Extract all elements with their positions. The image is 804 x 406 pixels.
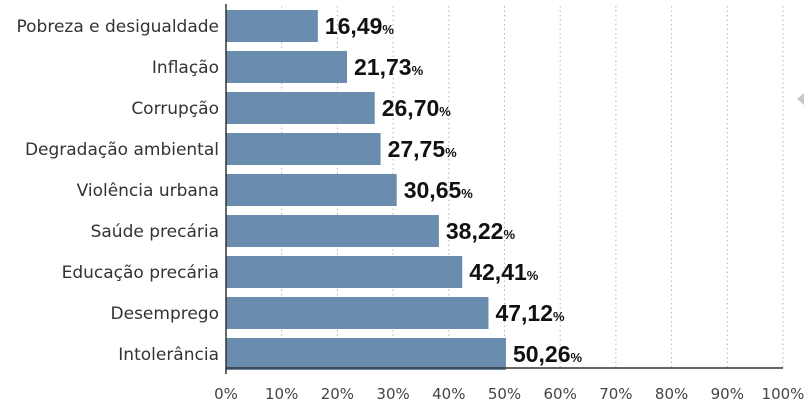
category-label: Pobreza e desigualdade [16,17,219,37]
x-tick-label: 50% [488,385,521,403]
category-label: Inflação [152,58,219,78]
value-label: 21,73% [354,54,424,80]
category-label: Intolerância [118,345,219,365]
value-label: 27,75% [388,136,458,162]
bar [226,215,439,247]
scroll-arrow-icon[interactable] [797,92,804,106]
bar [226,51,348,83]
x-tick-label: 100% [762,385,804,403]
x-tick-label: 80% [655,385,688,403]
bars [226,10,506,370]
x-tick-label: 60% [544,385,577,403]
x-tick-label: 0% [214,385,238,403]
bar [226,256,463,288]
x-tick-label: 90% [711,385,744,403]
x-tick-label: 30% [376,385,409,403]
value-label: 50,26% [513,341,583,367]
x-tick-label: 20% [321,385,354,403]
category-label: Saúde precária [91,222,219,242]
category-label: Violência urbana [77,181,219,201]
x-tick-labels: 0% 10% 20% 30% 40% 50% 60% 70% 80% 90% 100% [214,385,804,403]
category-label: Degradação ambiental [25,140,219,160]
bar [226,133,381,165]
value-labels: 16,49% 21,73% 26,70% 27,75% 30,65% 38,22% 42,4… [325,13,583,367]
value-label: 42,41% [469,259,539,285]
bar [226,297,489,329]
category-label: Corrupção [131,99,219,119]
x-tick-label: 70% [599,385,632,403]
category-label: Educação precária [62,263,219,283]
bar [226,10,318,42]
value-label: 26,70% [382,95,452,121]
x-tick-label: 40% [432,385,465,403]
axes [225,4,783,374]
bar [226,174,397,206]
value-label: 38,22% [446,218,516,244]
value-label: 47,12% [495,300,565,326]
x-tick-label: 10% [265,385,298,403]
bar [226,338,506,370]
value-label: 30,65% [404,177,474,203]
bar [226,92,375,124]
category-labels: Pobreza e desigualdade Inflação Corrupção D… [16,17,219,365]
value-label: 16,49% [325,13,395,39]
category-label: Desemprego [111,304,219,324]
